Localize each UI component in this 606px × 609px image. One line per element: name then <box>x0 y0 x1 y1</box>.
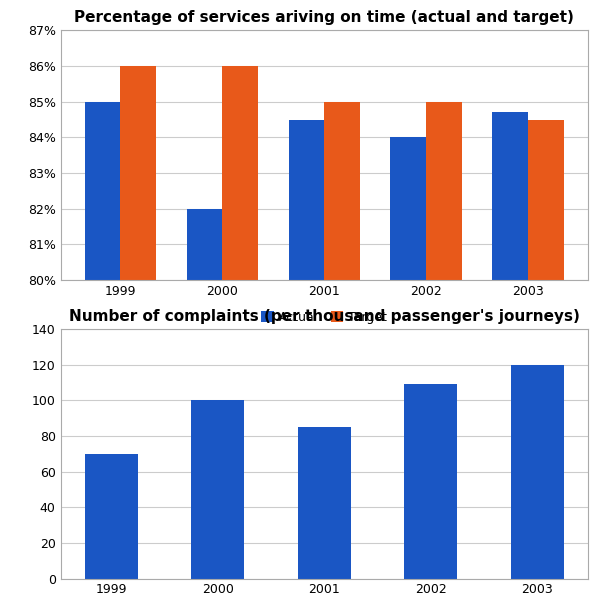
Bar <box>324 102 360 609</box>
Bar <box>85 102 120 609</box>
Title: Percentage of services ariving on time (actual and target): Percentage of services ariving on time (… <box>75 10 574 25</box>
Bar <box>404 384 458 579</box>
Bar <box>288 119 324 609</box>
Bar <box>120 66 156 609</box>
Bar <box>426 102 462 609</box>
Bar <box>191 400 244 579</box>
Bar <box>85 454 138 579</box>
Bar <box>222 66 258 609</box>
Bar <box>511 365 564 579</box>
Bar <box>187 209 222 609</box>
Bar <box>528 119 564 609</box>
Legend: Actual, Target: Actual, Target <box>256 306 392 329</box>
Bar <box>390 138 426 609</box>
Bar <box>298 427 351 579</box>
Title: Number of complaints (per thousand passenger's journeys): Number of complaints (per thousand passe… <box>68 309 580 323</box>
Bar <box>493 113 528 609</box>
